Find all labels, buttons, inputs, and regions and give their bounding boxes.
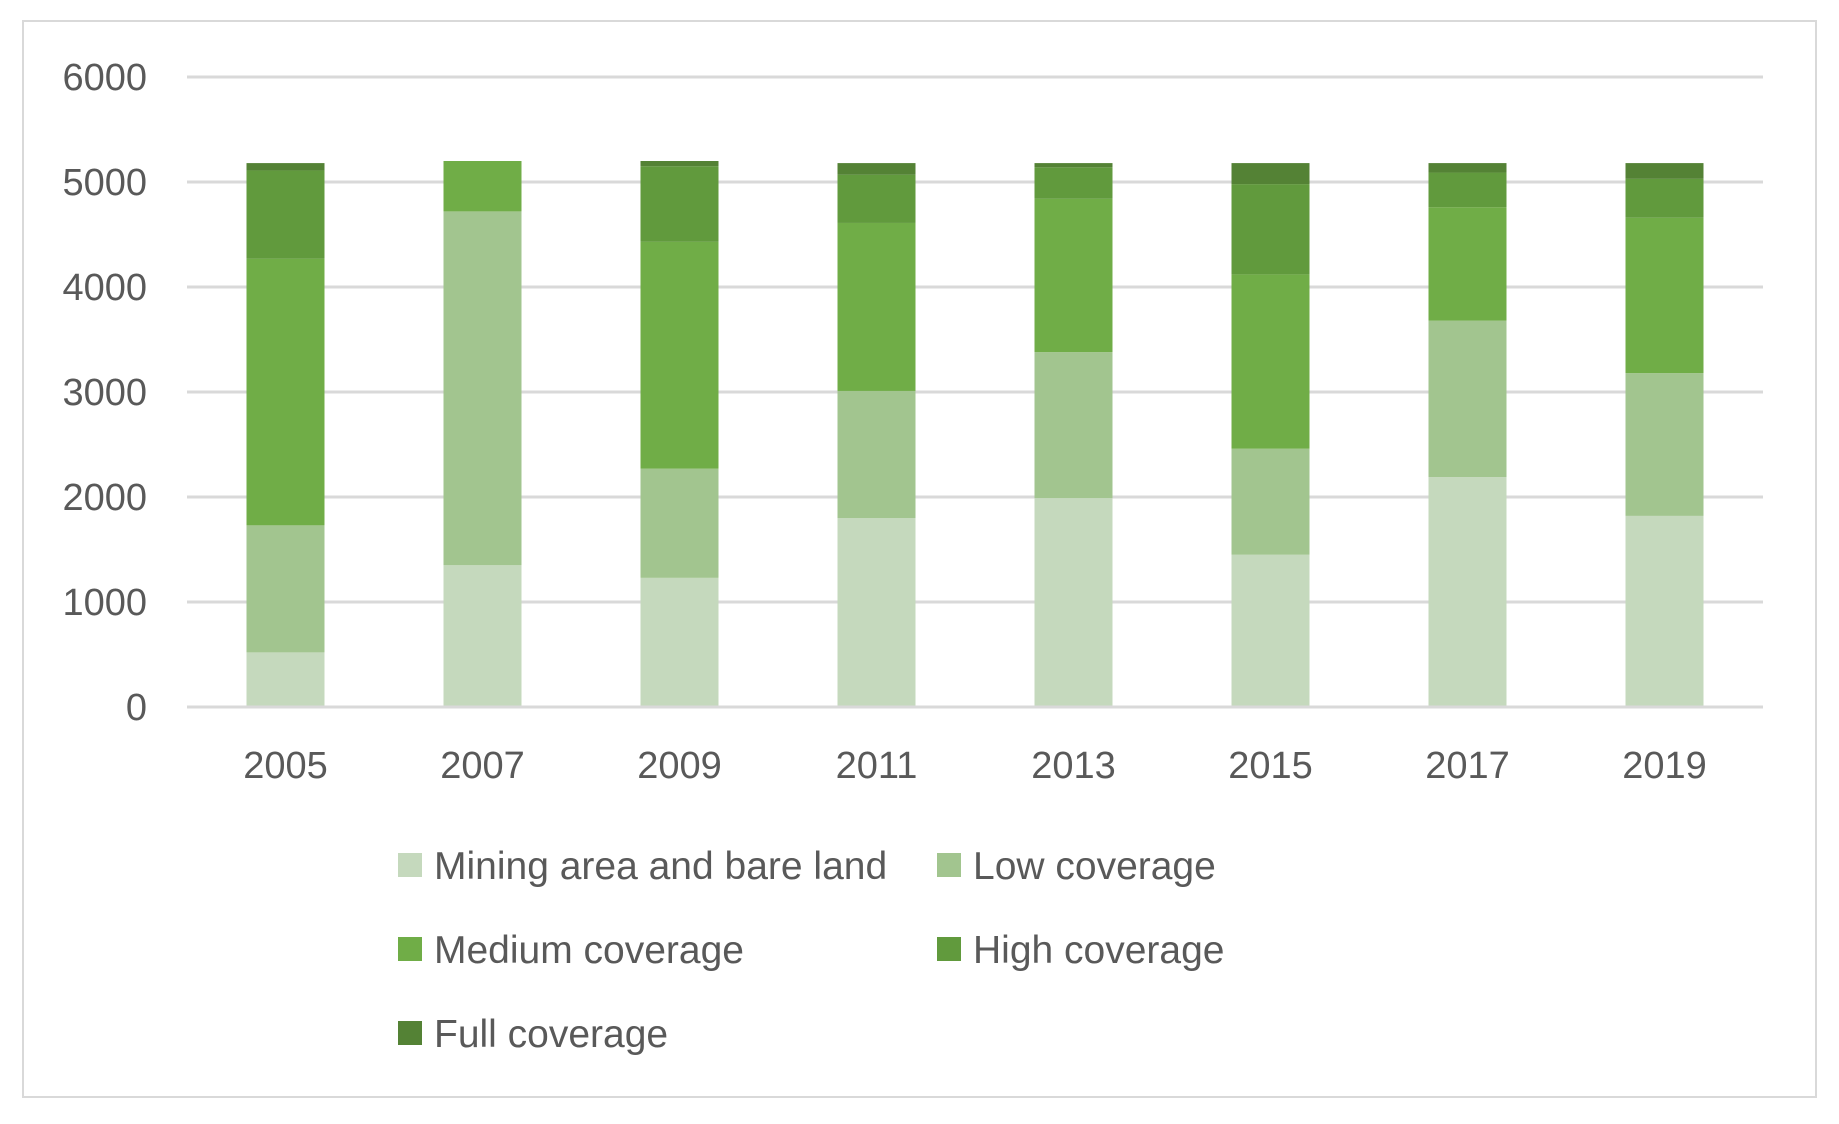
y-tick-label: 3000 <box>62 372 147 414</box>
legend-item: Full coverage <box>398 1013 668 1056</box>
legend: Mining area and bare land Low coverage Med… <box>398 845 1224 1056</box>
bar-2011-series-1 <box>837 390 916 518</box>
bar-2005-series-1 <box>246 525 325 653</box>
legend-swatch <box>937 937 961 961</box>
bar-2011-series-0 <box>837 518 916 707</box>
bar-2017-series-4 <box>1428 163 1507 173</box>
legend-label: Low coverage <box>973 845 1216 888</box>
legend-swatch <box>937 853 961 877</box>
bar-2015-series-1 <box>1231 448 1310 555</box>
x-tick-label: 2017 <box>1425 745 1510 787</box>
x-axis-ticks: 2005 2007 2009 2011 2013 2015 2017 2019 <box>243 745 1707 787</box>
bar-2011-series-2 <box>837 222 916 391</box>
gridlines <box>187 75 1763 604</box>
x-tick-label: 2013 <box>1031 745 1116 787</box>
bar-2009-series-3 <box>640 166 719 242</box>
bar-2009-series-2 <box>640 241 719 469</box>
x-tick-label: 2015 <box>1228 745 1313 787</box>
y-axis-ticks: 0 1000 2000 3000 4000 5000 6000 <box>62 57 147 729</box>
bar-2015-series-4 <box>1231 163 1310 185</box>
x-tick-label: 2019 <box>1622 745 1707 787</box>
bar-2009-series-4 <box>640 161 719 167</box>
bar-2017-series-2 <box>1428 207 1507 321</box>
y-tick-label: 5000 <box>62 162 147 204</box>
legend-label: Full coverage <box>434 1013 668 1056</box>
x-tick-label: 2007 <box>440 745 525 787</box>
y-tick-label: 2000 <box>62 477 147 519</box>
legend-item: High coverage <box>937 929 1224 972</box>
bars <box>246 161 1704 707</box>
bar-2019-series-4 <box>1625 163 1704 179</box>
legend-item: Medium coverage <box>398 929 744 972</box>
bar-2013-series-1 <box>1034 352 1113 499</box>
y-tick-label: 4000 <box>62 267 147 309</box>
x-tick-label: 2005 <box>243 745 328 787</box>
bar-2013-series-0 <box>1034 498 1113 707</box>
bar-2007-series-2 <box>443 161 522 212</box>
bar-2015-series-3 <box>1231 184 1310 275</box>
bar-2005-series-2 <box>246 258 325 526</box>
bar-2019-series-0 <box>1625 515 1704 707</box>
bar-2015-series-2 <box>1231 274 1310 449</box>
x-tick-label: 2011 <box>836 745 918 787</box>
legend-swatch <box>398 937 422 961</box>
bar-2019-series-3 <box>1625 178 1704 218</box>
legend-label: Mining area and bare land <box>434 845 887 888</box>
bar-2017-series-3 <box>1428 172 1507 208</box>
bar-2005-series-0 <box>246 652 325 707</box>
bar-2013-series-4 <box>1034 163 1113 168</box>
legend-label: High coverage <box>973 929 1224 972</box>
bar-2019-series-2 <box>1625 217 1704 374</box>
legend-item: Mining area and bare land <box>398 845 887 888</box>
bar-2005-series-3 <box>246 170 325 259</box>
bar-2009-series-1 <box>640 468 719 578</box>
bar-2017-series-0 <box>1428 477 1507 707</box>
bar-2019-series-1 <box>1625 373 1704 516</box>
x-tick-label: 2009 <box>637 745 722 787</box>
bar-2007-series-1 <box>443 211 522 566</box>
bar-2017-series-1 <box>1428 320 1507 478</box>
y-tick-label: 6000 <box>62 57 147 99</box>
bar-2011-series-4 <box>837 163 916 175</box>
legend-swatch <box>398 853 422 877</box>
bar-2005-series-4 <box>246 163 325 171</box>
bar-2011-series-3 <box>837 174 916 223</box>
bar-2013-series-3 <box>1034 167 1113 199</box>
bar-2009-series-0 <box>640 577 719 707</box>
y-tick-label: 1000 <box>62 582 147 624</box>
legend-item: Low coverage <box>937 845 1216 888</box>
legend-label: Medium coverage <box>434 929 744 972</box>
y-tick-label: 0 <box>126 687 147 729</box>
bar-2013-series-2 <box>1034 198 1113 353</box>
bar-2015-series-0 <box>1231 554 1310 707</box>
legend-swatch <box>398 1021 422 1045</box>
bar-2007-series-0 <box>443 565 522 707</box>
